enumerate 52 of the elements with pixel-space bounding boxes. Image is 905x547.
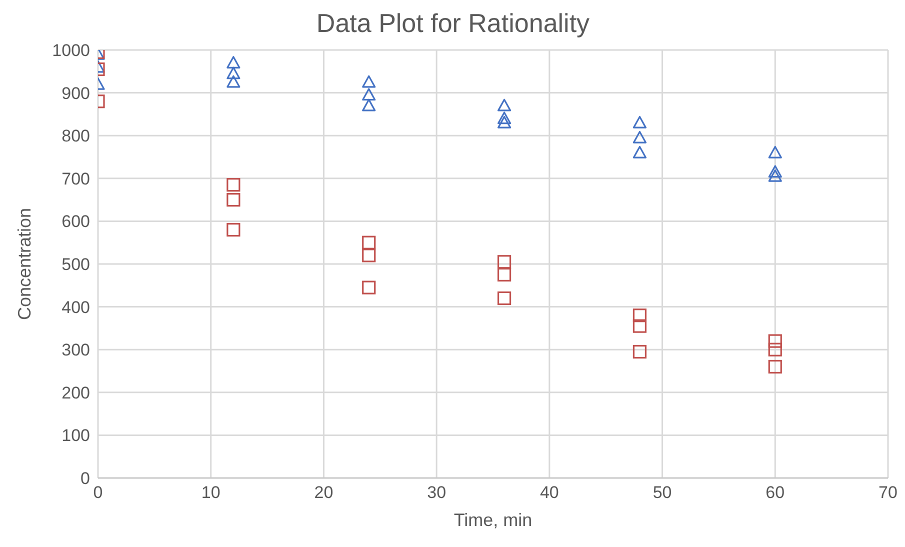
x-tick-label: 20 (314, 483, 334, 502)
y-tick-label: 900 (62, 84, 90, 103)
x-tick-label: 0 (93, 483, 103, 502)
y-tick-label: 0 (80, 469, 90, 488)
chart-title: Data Plot for Rationality (316, 8, 590, 38)
point (497, 116, 512, 128)
x-tick-label: 50 (652, 483, 672, 502)
point (768, 334, 782, 348)
y-tick-label: 300 (62, 340, 90, 360)
point (768, 146, 782, 158)
point (497, 98, 512, 112)
point (497, 291, 512, 306)
point (632, 130, 647, 144)
x-tick-label: 60 (766, 483, 785, 502)
y-axis-title: Concentration (14, 208, 34, 320)
point (632, 146, 647, 158)
point (768, 169, 782, 182)
y-tick-label: 500 (62, 255, 90, 274)
point (632, 116, 647, 128)
point (226, 56, 240, 68)
point (768, 360, 782, 374)
x-tick-label: 40 (540, 483, 559, 502)
point (362, 248, 376, 262)
point (226, 222, 240, 237)
y-tick-label: 400 (62, 298, 90, 317)
point (497, 112, 512, 124)
x-axis-title: Time, min (454, 510, 532, 530)
point (497, 268, 512, 282)
point (362, 88, 376, 101)
point (362, 98, 376, 112)
point (632, 344, 647, 359)
point (226, 193, 240, 207)
x-tick-label: 30 (427, 483, 446, 502)
y-tick-label: 200 (62, 383, 90, 402)
point (362, 75, 376, 88)
point (362, 236, 376, 250)
x-tick-label: 70 (878, 483, 898, 502)
x-tick-label: 10 (201, 483, 220, 502)
point (226, 75, 240, 88)
y-tick-label: 100 (62, 426, 90, 446)
point (497, 255, 512, 269)
y-tick-label: 600 (62, 212, 90, 232)
point (632, 308, 647, 322)
point (226, 178, 240, 192)
y-tick-label: 800 (62, 126, 90, 146)
point (632, 319, 647, 333)
point (226, 66, 240, 80)
y-tick-label: 1000 (52, 41, 90, 60)
y-tick-label: 700 (62, 169, 90, 188)
point (362, 280, 376, 294)
point (768, 342, 782, 356)
point (768, 165, 782, 178)
